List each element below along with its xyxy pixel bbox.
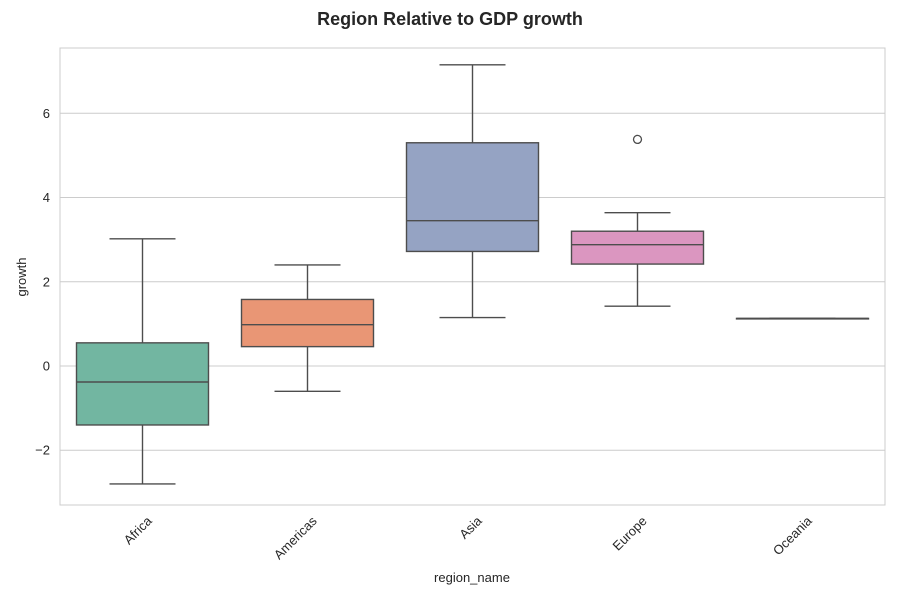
chart-title: Region Relative to GDP growth bbox=[317, 9, 583, 29]
boxes-layer bbox=[75, 64, 870, 485]
y-tick-label: 0 bbox=[43, 359, 50, 374]
iqr-box bbox=[75, 342, 210, 426]
x-tick-label: Europe bbox=[609, 513, 649, 553]
plot-frame bbox=[59, 47, 886, 506]
y-axis-label: growth bbox=[14, 257, 29, 296]
x-tick-label: Oceania bbox=[770, 513, 815, 558]
iqr-box bbox=[405, 142, 540, 253]
outlier-point bbox=[632, 134, 643, 145]
x-tick-label: Asia bbox=[456, 513, 485, 542]
box-americas bbox=[240, 264, 375, 392]
y-tick-label: 2 bbox=[43, 274, 50, 289]
x-tick-label: Americas bbox=[271, 513, 320, 562]
x-axis-label: region_name bbox=[434, 570, 510, 585]
box-asia bbox=[405, 64, 540, 319]
y-tick-labels: −2 0 2 4 6 bbox=[35, 106, 50, 458]
y-tick-label: 4 bbox=[43, 190, 50, 205]
x-tick-labels: Africa Americas Asia Europe Oceania bbox=[121, 513, 816, 562]
x-tick-label: Africa bbox=[121, 513, 156, 548]
y-tick-label: 6 bbox=[43, 106, 50, 121]
iqr-box bbox=[570, 230, 705, 265]
box-africa bbox=[75, 238, 210, 485]
y-tick-label: −2 bbox=[35, 443, 50, 458]
box-europe bbox=[570, 134, 705, 307]
box-oceania bbox=[735, 317, 870, 320]
iqr-box bbox=[240, 298, 375, 348]
